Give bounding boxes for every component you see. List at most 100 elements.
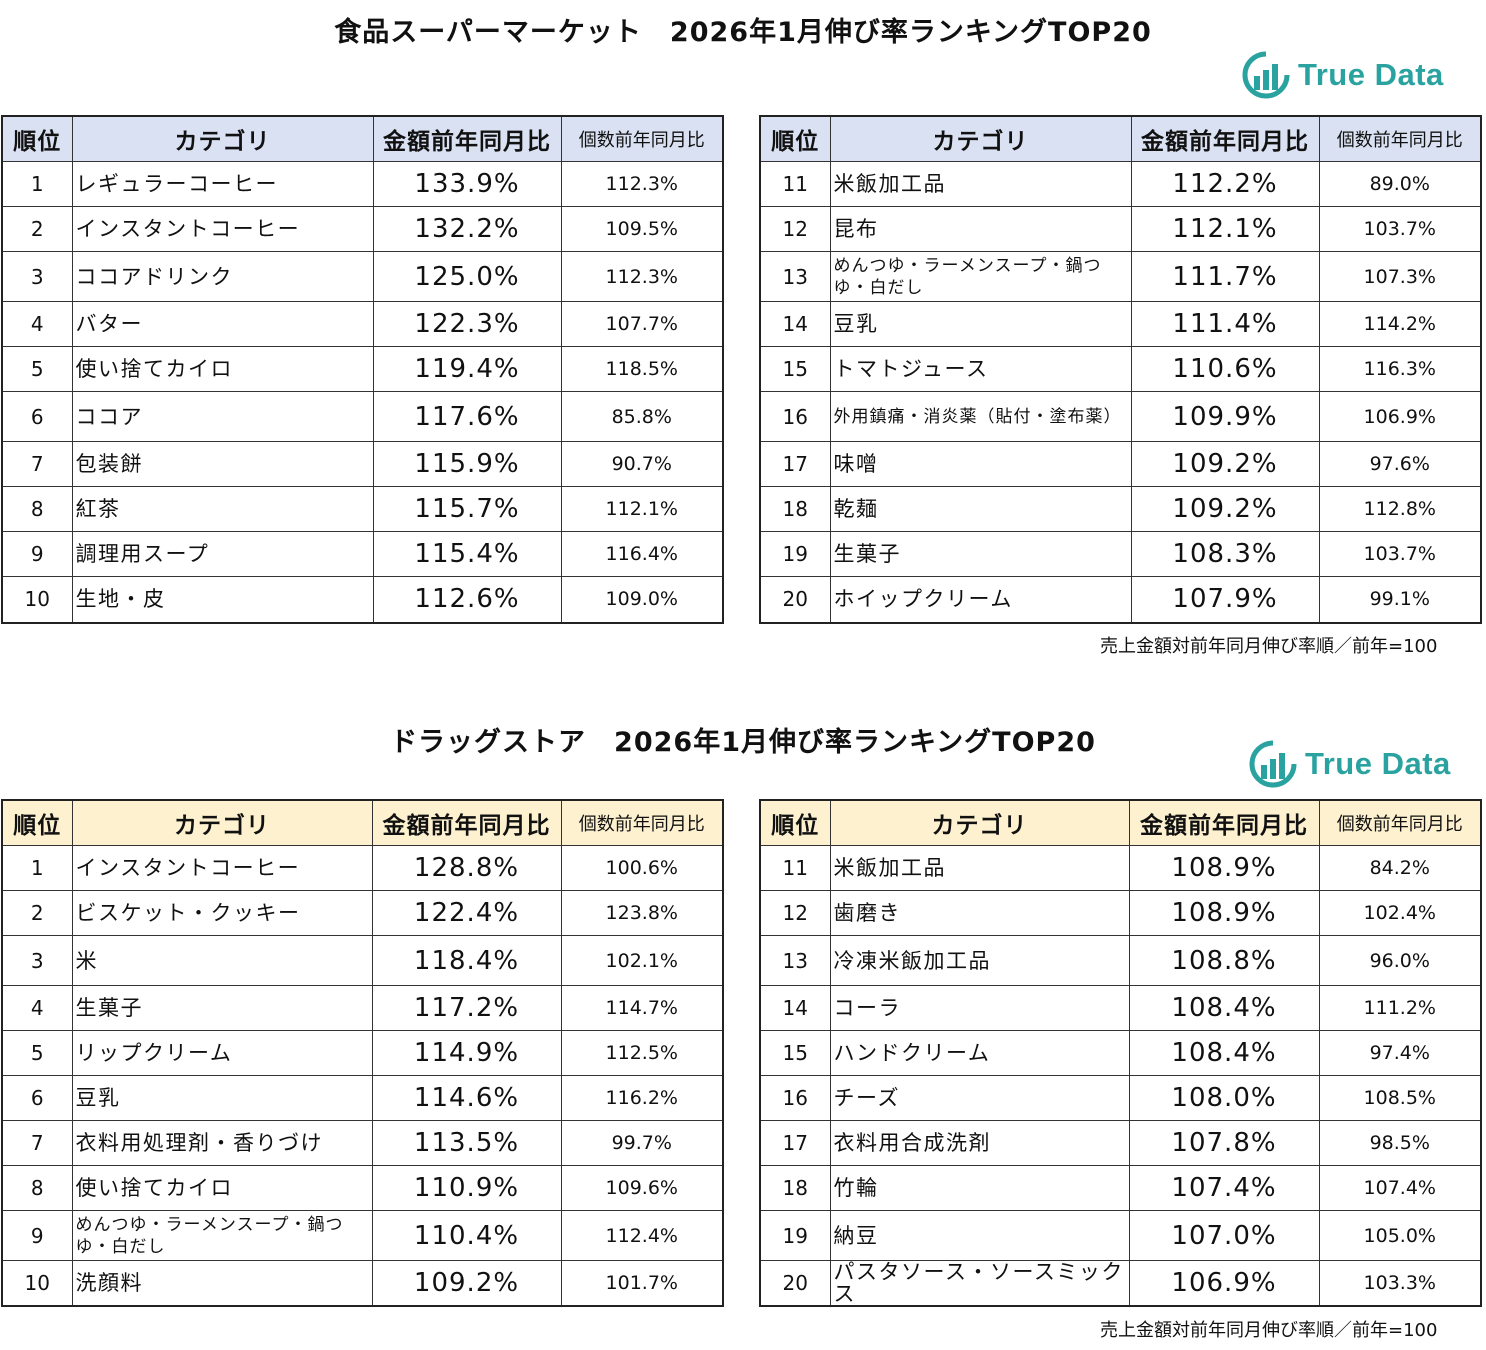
table-row: 4 バター 122.3% 107.7% [1, 301, 724, 347]
amount-ratio-cell: 110.9% [371, 1165, 562, 1211]
table-row: 15 ハンドクリーム 108.4% 97.4% [759, 1030, 1482, 1076]
table-row: 1 インスタントコーヒー 128.8% 100.6% [1, 845, 724, 891]
rank-cell: 10 [1, 576, 73, 623]
quantity-ratio-cell: 101.7% [560, 1260, 724, 1306]
category-cell: ココアドリンク [71, 251, 374, 302]
amount-ratio-cell: 107.8% [1128, 1120, 1320, 1166]
category-cell: 衣料用処理剤・香りづけ [71, 1120, 373, 1166]
rank-cell: 7 [1, 1120, 73, 1166]
amount-ratio-cell: 113.5% [371, 1120, 562, 1166]
quantity-ratio-cell: 100.6% [560, 845, 724, 891]
table-row: 4 生菓子 117.2% 114.7% [1, 985, 724, 1031]
table-row: 14 コーラ 108.4% 111.2% [759, 985, 1482, 1031]
rank-cell: 1 [1, 845, 73, 891]
header-quantity: 個数前年同月比 [560, 115, 724, 162]
quantity-ratio-cell: 108.5% [1318, 1075, 1482, 1121]
quantity-ratio-cell: 90.7% [560, 441, 724, 487]
rank-cell: 5 [1, 1030, 73, 1076]
category-cell: 竹輪 [829, 1165, 1130, 1211]
quantity-ratio-cell: 103.7% [1318, 206, 1482, 252]
category-cell: バター [71, 301, 374, 347]
amount-ratio-cell: 107.0% [1128, 1210, 1320, 1261]
quantity-ratio-cell: 112.8% [1318, 486, 1482, 532]
amount-ratio-cell: 118.4% [371, 935, 562, 986]
amount-ratio-cell: 108.9% [1128, 845, 1320, 891]
rank-cell: 7 [1, 441, 73, 487]
supermarket-note: 売上金額対前年同月伸び率順／前年=100 [1100, 636, 1438, 657]
amount-ratio-cell: 122.3% [372, 301, 562, 347]
rank-cell: 17 [759, 1120, 831, 1166]
logo-text: True Data [1305, 746, 1451, 781]
category-cell: 紅茶 [71, 486, 374, 532]
header-category: カテゴリ [71, 799, 373, 846]
amount-ratio-cell: 108.3% [1130, 531, 1320, 577]
quantity-ratio-cell: 102.1% [560, 935, 724, 986]
header-rank: 順位 [1, 115, 73, 162]
rank-cell: 8 [1, 1165, 73, 1211]
amount-ratio-cell: 125.0% [372, 251, 562, 302]
rank-cell: 16 [759, 391, 831, 442]
amount-ratio-cell: 115.4% [372, 531, 562, 577]
category-cell: トマトジュース [829, 346, 1132, 392]
amount-ratio-cell: 111.7% [1130, 251, 1320, 302]
rank-cell: 1 [1, 161, 73, 207]
rank-cell: 15 [759, 1030, 831, 1076]
quantity-ratio-cell: 116.4% [560, 531, 724, 577]
rank-cell: 14 [759, 301, 831, 347]
rank-cell: 2 [1, 206, 73, 252]
table-row: 14 豆乳 111.4% 114.2% [759, 301, 1482, 347]
quantity-ratio-cell: 103.3% [1318, 1260, 1482, 1307]
table-row: 8 使い捨てカイロ 110.9% 109.6% [1, 1165, 724, 1211]
rank-cell: 4 [1, 985, 73, 1031]
rank-cell: 13 [759, 251, 831, 302]
category-cell: 使い捨てカイロ [71, 1165, 373, 1211]
amount-ratio-cell: 115.9% [372, 441, 562, 487]
table-row: 7 包装餅 115.9% 90.7% [1, 441, 724, 487]
table-row: 19 生菓子 108.3% 103.7% [759, 531, 1482, 577]
amount-ratio-cell: 114.6% [371, 1075, 562, 1121]
rank-cell: 11 [759, 161, 831, 207]
amount-ratio-cell: 114.9% [371, 1030, 562, 1076]
rank-cell: 3 [1, 251, 73, 302]
header-amount: 金額前年同月比 [371, 799, 562, 846]
quantity-ratio-cell: 97.4% [1318, 1030, 1482, 1076]
header-amount: 金額前年同月比 [1128, 799, 1320, 846]
category-cell: 昆布 [829, 206, 1132, 252]
quantity-ratio-cell: 118.5% [560, 346, 724, 392]
table-row: 10 生地・皮 112.6% 109.0% [1, 576, 724, 623]
quantity-ratio-cell: 105.0% [1318, 1210, 1482, 1261]
table-row: 9 めんつゆ・ラーメンスープ・鍋つゆ・白だし 110.4% 112.4% [1, 1210, 724, 1261]
category-cell: 味噌 [829, 441, 1132, 487]
quantity-ratio-cell: 107.7% [560, 301, 724, 347]
header-rank: 順位 [759, 115, 831, 162]
quantity-ratio-cell: 89.0% [1318, 161, 1482, 207]
table-row: 13 めんつゆ・ラーメンスープ・鍋つゆ・白だし 111.7% 107.3% [759, 251, 1482, 302]
category-cell: 包装餅 [71, 441, 374, 487]
category-cell: チーズ [829, 1075, 1130, 1121]
quantity-ratio-cell: 102.4% [1318, 890, 1482, 936]
table-row: 18 竹輪 107.4% 107.4% [759, 1165, 1482, 1211]
table-row: 3 米 118.4% 102.1% [1, 935, 724, 986]
amount-ratio-cell: 110.6% [1130, 346, 1320, 392]
table-row: 15 トマトジュース 110.6% 116.3% [759, 346, 1482, 392]
category-cell: めんつゆ・ラーメンスープ・鍋つゆ・白だし [829, 251, 1132, 302]
rank-cell: 9 [1, 531, 73, 577]
table-row: 5 使い捨てカイロ 119.4% 118.5% [1, 346, 724, 392]
supermarket-table-left: 順位 カテゴリ 金額前年同月比 個数前年同月比 1 レギュラーコーヒー 133.9% 112.… [1, 115, 724, 624]
drugstore-table-right: 順位 カテゴリ 金額前年同月比 個数前年同月比 11 米飯加工品 108.9% 84.2% 12… [759, 799, 1482, 1307]
quantity-ratio-cell: 107.3% [1318, 251, 1482, 302]
rank-cell: 20 [759, 1260, 831, 1307]
rank-cell: 13 [759, 935, 831, 986]
rank-cell: 18 [759, 1165, 831, 1211]
category-cell: リップクリーム [71, 1030, 373, 1076]
quantity-ratio-cell: 84.2% [1318, 845, 1482, 891]
header-amount: 金額前年同月比 [372, 115, 562, 162]
quantity-ratio-cell: 99.1% [1318, 576, 1482, 623]
quantity-ratio-cell: 109.6% [560, 1165, 724, 1211]
amount-ratio-cell: 108.4% [1128, 1030, 1320, 1076]
quantity-ratio-cell: 112.5% [560, 1030, 724, 1076]
logo-text: True Data [1298, 57, 1444, 92]
quantity-ratio-cell: 99.7% [560, 1120, 724, 1166]
category-cell: 米飯加工品 [829, 845, 1130, 891]
quantity-ratio-cell: 112.3% [560, 161, 724, 207]
